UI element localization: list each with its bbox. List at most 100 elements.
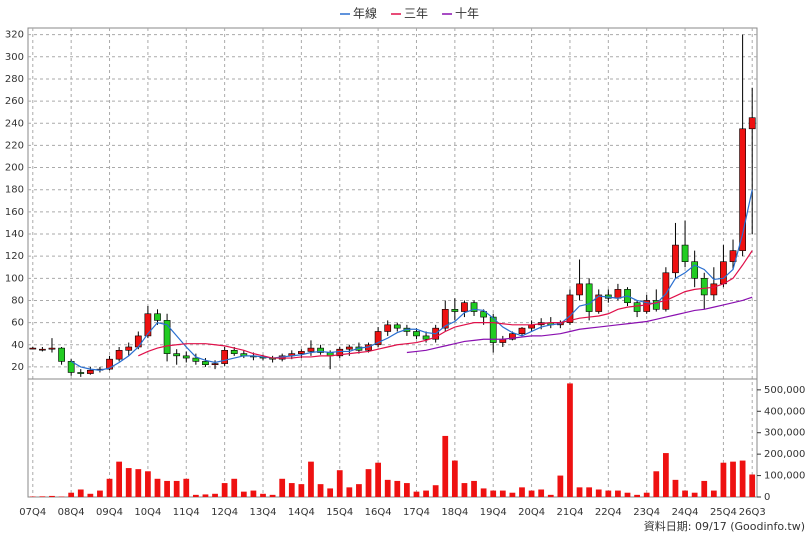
- volume-bar: [490, 490, 497, 497]
- volume-bar: [279, 478, 286, 497]
- y-tick-label: 20: [11, 362, 24, 373]
- candle-body: [413, 331, 420, 337]
- ma-line: [406, 296, 753, 354]
- volume-bar: [404, 483, 410, 497]
- volume-bar: [423, 490, 429, 497]
- x-tick-label: 10Q4: [134, 507, 161, 518]
- plot-frame: [27, 27, 758, 498]
- volume-bar: [288, 483, 295, 497]
- candle-body: [633, 302, 641, 312]
- y-tick-label: 160: [5, 207, 24, 218]
- candle-body: [566, 294, 574, 323]
- candle-body: [422, 335, 430, 340]
- ma-line: [138, 250, 753, 359]
- candle-body: [58, 347, 65, 362]
- volume-bar: [298, 484, 305, 497]
- volume-bar: [662, 453, 669, 497]
- volume-bar: [720, 462, 727, 497]
- y-tick-label: 180: [5, 185, 24, 196]
- volume-bar: [710, 490, 717, 497]
- candle-body: [29, 347, 37, 350]
- candle-body: [518, 327, 526, 334]
- y2-tick-label: 0: [764, 492, 770, 503]
- y-tick-label: 320: [5, 30, 24, 41]
- x-tick-label: 18Q4: [441, 507, 468, 518]
- x-tick-label: 22Q4: [595, 507, 622, 518]
- candle-body: [461, 302, 468, 312]
- candle-body: [576, 283, 583, 296]
- volume-bar: [653, 471, 660, 497]
- volume-bar: [538, 489, 545, 497]
- volume-bar: [615, 490, 621, 497]
- x-tick-label: 16Q4: [365, 507, 392, 518]
- legend-label: 三年: [404, 7, 428, 21]
- volume-bar: [595, 489, 602, 497]
- volume-bar: [461, 483, 468, 497]
- volume-bar: [480, 488, 487, 497]
- ma-line: [70, 189, 753, 371]
- x-tick-label: 08Q4: [58, 507, 85, 518]
- x-tick-label: 23Q4: [633, 507, 660, 518]
- volume-bar: [471, 480, 477, 497]
- candle-body: [221, 350, 229, 364]
- y2-tick-label: 400,000: [764, 406, 805, 417]
- candle-body: [480, 311, 487, 318]
- y-tick-label: 280: [5, 74, 24, 85]
- candle-body: [336, 348, 344, 357]
- y-tick-label: 300: [5, 52, 24, 63]
- candle-body: [211, 363, 219, 366]
- volume-bar: [432, 485, 439, 497]
- volume-bar: [192, 494, 199, 497]
- volume-bar: [394, 480, 401, 497]
- candle-body: [643, 300, 651, 312]
- candle-body: [393, 324, 401, 329]
- candle-body: [585, 283, 593, 312]
- x-tick-label: 24Q4: [672, 507, 699, 518]
- candle-body: [106, 358, 113, 370]
- candle-body: [489, 316, 497, 343]
- y-tick-label: 220: [5, 140, 24, 151]
- x-tick-label: 15Q4: [326, 507, 353, 518]
- candle-body: [182, 355, 190, 359]
- x-tick-label: 11Q4: [173, 507, 200, 518]
- volume-bar: [643, 492, 650, 497]
- volume-bar: [691, 492, 698, 497]
- volume-bar: [749, 474, 756, 497]
- y-tick-label: 60: [11, 318, 24, 329]
- volume-bar: [567, 383, 573, 497]
- candle-body: [470, 302, 478, 312]
- legend-label: 十年: [455, 7, 479, 21]
- volume-bar: [576, 487, 583, 497]
- x-tick-label: 07Q4: [19, 507, 46, 518]
- candle-body: [202, 361, 209, 366]
- candle-body: [125, 346, 133, 351]
- volume-bar: [519, 487, 525, 497]
- volume-bar: [739, 460, 746, 497]
- volume-bar: [49, 495, 55, 497]
- volume-bar: [183, 478, 190, 497]
- y-tick-label: 100: [5, 273, 24, 284]
- candle-body: [681, 244, 689, 263]
- volume-bar: [413, 491, 420, 497]
- volume-bar: [164, 480, 170, 497]
- volume-bar: [528, 490, 535, 497]
- volume-bar: [106, 478, 113, 497]
- legend-label: 年線: [353, 6, 377, 21]
- y-tick-label: 260: [5, 96, 24, 107]
- candle-body: [441, 309, 449, 329]
- volume-bar: [672, 479, 679, 497]
- footer: 資料日期: 09/17 (Goodinfo.tw): [644, 519, 805, 533]
- volume-bar: [116, 461, 123, 497]
- y-tick-label: 40: [11, 340, 24, 351]
- volume-bar: [68, 492, 75, 497]
- candle-body: [298, 351, 305, 354]
- volume-bar: [317, 484, 324, 497]
- candle-body: [672, 244, 679, 274]
- volume-bar: [154, 478, 161, 497]
- candle-body: [163, 320, 171, 354]
- volume-bar: [336, 470, 343, 497]
- candle-body: [384, 324, 392, 332]
- candle-body: [710, 283, 718, 296]
- volume-bar: [39, 496, 46, 497]
